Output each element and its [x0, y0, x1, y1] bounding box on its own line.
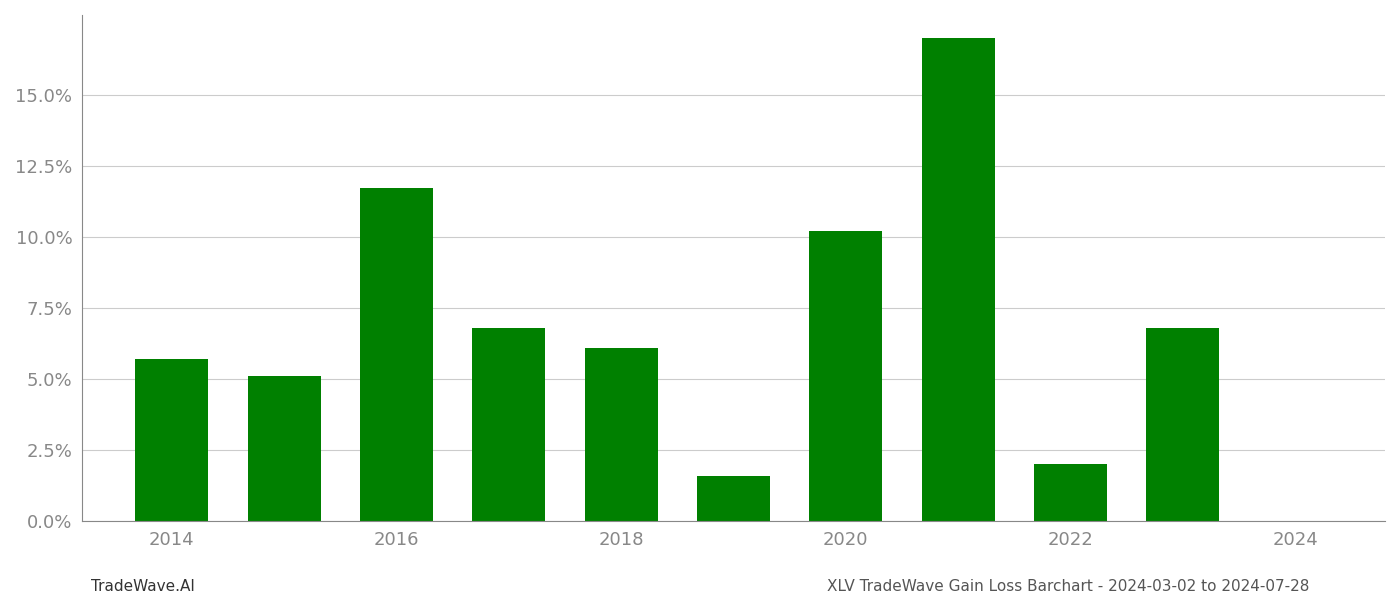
Bar	[585, 348, 658, 521]
Bar	[360, 188, 433, 521]
Bar	[248, 376, 321, 521]
Bar	[809, 231, 882, 521]
Text: TradeWave.AI: TradeWave.AI	[91, 579, 195, 594]
Bar	[136, 359, 209, 521]
Text: XLV TradeWave Gain Loss Barchart - 2024-03-02 to 2024-07-28: XLV TradeWave Gain Loss Barchart - 2024-…	[826, 579, 1309, 594]
Bar	[697, 476, 770, 521]
Bar	[1035, 464, 1107, 521]
Bar	[472, 328, 546, 521]
Bar	[921, 38, 994, 521]
Bar	[1147, 328, 1219, 521]
